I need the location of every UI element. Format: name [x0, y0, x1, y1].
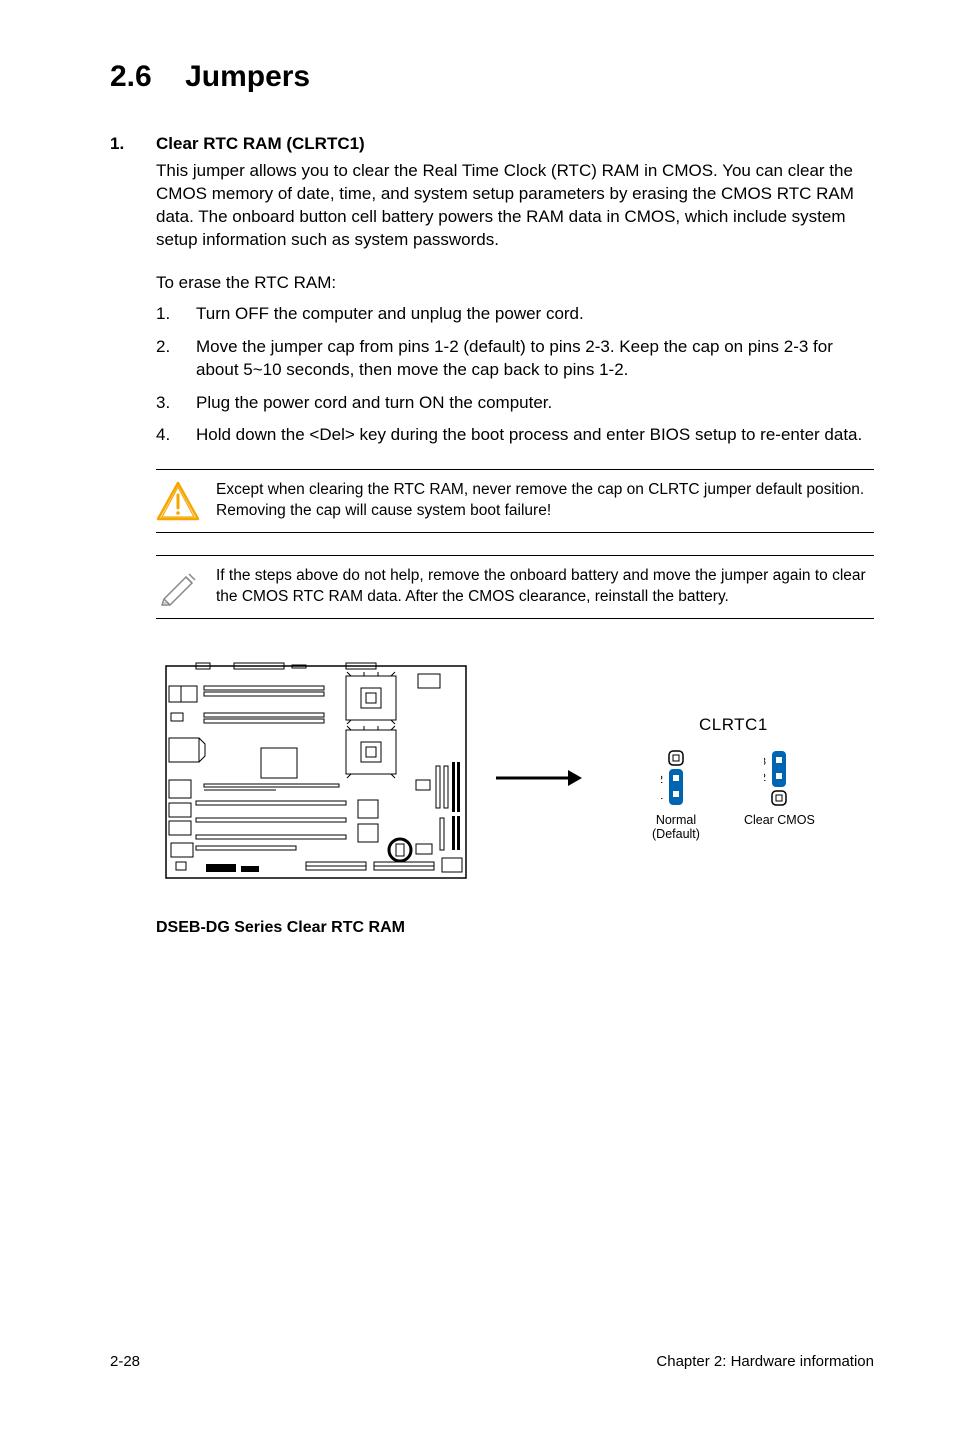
step-row: 2. Move the jumper cap from pins 1-2 (de… — [156, 336, 874, 382]
step-num: 4. — [156, 424, 196, 447]
svg-text:3: 3 — [764, 756, 766, 768]
step-row: 3. Plug the power cord and turn ON the c… — [156, 392, 874, 415]
step-num: 2. — [156, 336, 196, 382]
svg-text:2: 2 — [764, 772, 766, 784]
diagram-caption: DSEB-DG Series Clear RTC RAM — [156, 919, 874, 937]
jumper-label: CLRTC1 — [652, 715, 815, 735]
diagram-area: CLRTC1 2 1 Normal (Default) — [156, 643, 874, 913]
motherboard-diagram — [156, 643, 486, 913]
section-number: 2.6 — [110, 60, 152, 93]
item-body: This jumper allows you to clear the Real… — [156, 160, 874, 295]
step-text: Hold down the <Del> key during the boot … — [196, 424, 874, 447]
note-callout: If the steps above do not help, remove t… — [156, 555, 874, 619]
page-footer: 2-28 Chapter 2: Hardware information — [110, 1353, 874, 1370]
item-para-2: To erase the RTC RAM: — [156, 272, 874, 295]
footer-chapter: Chapter 2: Hardware information — [656, 1353, 874, 1370]
footer-page-number: 2-28 — [110, 1353, 140, 1370]
jumper-diagram: CLRTC1 2 1 Normal (Default) — [652, 715, 815, 842]
step-row: 1. Turn OFF the computer and unplug the … — [156, 303, 874, 326]
step-list: 1. Turn OFF the computer and unplug the … — [156, 303, 874, 448]
svg-text:2: 2 — [661, 774, 663, 786]
item-header: 1. Clear RTC RAM (CLRTC1) — [110, 134, 874, 154]
jumper-normal-label: Normal (Default) — [652, 813, 700, 842]
step-text: Move the jumper cap from pins 1-2 (defau… — [196, 336, 874, 382]
jumper-clear-label: Clear CMOS — [744, 813, 815, 827]
step-num: 3. — [156, 392, 196, 415]
note-icon — [156, 567, 216, 607]
jumper-normal: 2 1 Normal (Default) — [652, 749, 700, 842]
caution-text: Except when clearing the RTC RAM, never … — [216, 480, 874, 522]
step-text: Plug the power cord and turn ON the comp… — [196, 392, 874, 415]
item-para-1: This jumper allows you to clear the Real… — [156, 160, 874, 252]
arrow-icon — [494, 763, 584, 793]
item-number: 1. — [110, 134, 156, 154]
section-name: Jumpers — [185, 60, 310, 93]
step-row: 4. Hold down the <Del> key during the bo… — [156, 424, 874, 447]
item-title: Clear RTC RAM (CLRTC1) — [156, 134, 365, 154]
svg-text:1: 1 — [661, 790, 663, 802]
section-title: 2.6 Jumpers — [110, 60, 874, 94]
caution-icon — [156, 481, 216, 521]
step-num: 1. — [156, 303, 196, 326]
jumper-clear: 3 2 Clear CMOS — [744, 749, 815, 842]
note-text: If the steps above do not help, remove t… — [216, 566, 874, 608]
step-text: Turn OFF the computer and unplug the pow… — [196, 303, 874, 326]
caution-callout: Except when clearing the RTC RAM, never … — [156, 469, 874, 533]
